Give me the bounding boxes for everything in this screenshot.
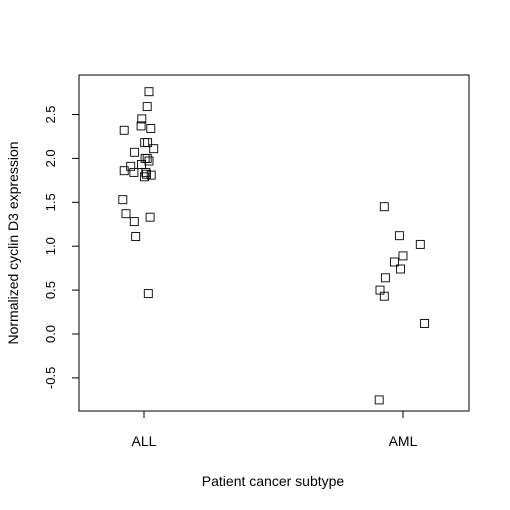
y-tick-label: 2.0 xyxy=(43,149,58,167)
y-tick-label: 1.5 xyxy=(43,193,58,211)
y-tick-label: 2.5 xyxy=(43,105,58,123)
x-axis-label: Patient cancer subtype xyxy=(202,473,345,489)
x-tick-label: AML xyxy=(389,433,418,449)
y-tick-label: 1.0 xyxy=(43,237,58,255)
y-axis-label: Normalized cyclin D3 expression xyxy=(5,141,21,344)
x-tick-label: ALL xyxy=(132,433,157,449)
y-tick-label: 0.0 xyxy=(43,325,58,343)
y-tick-label: -0.5 xyxy=(43,367,58,389)
y-tick-label: 0.5 xyxy=(43,281,58,299)
